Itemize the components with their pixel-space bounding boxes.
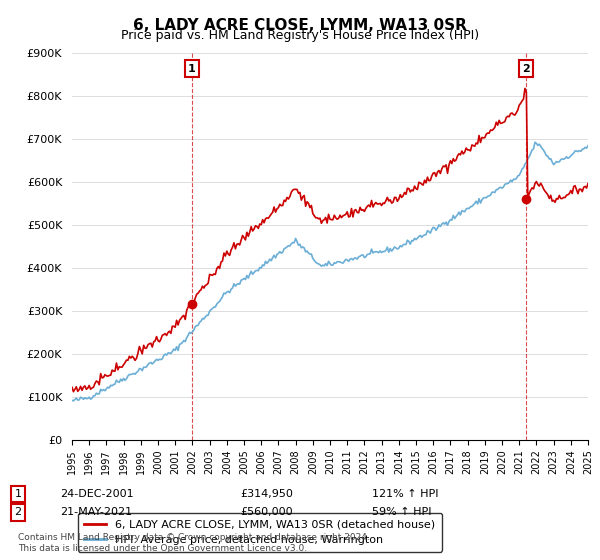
Text: 1: 1 bbox=[188, 64, 196, 74]
Text: 24-DEC-2001: 24-DEC-2001 bbox=[60, 489, 134, 499]
Text: 6, LADY ACRE CLOSE, LYMM, WA13 0SR: 6, LADY ACRE CLOSE, LYMM, WA13 0SR bbox=[133, 18, 467, 33]
Text: This data is licensed under the Open Government Licence v3.0.: This data is licensed under the Open Gov… bbox=[18, 544, 307, 553]
Text: 1: 1 bbox=[14, 489, 22, 499]
Text: 2: 2 bbox=[522, 64, 530, 74]
Text: 21-MAY-2021: 21-MAY-2021 bbox=[60, 507, 132, 517]
Text: £560,000: £560,000 bbox=[240, 507, 293, 517]
Text: 59% ↑ HPI: 59% ↑ HPI bbox=[372, 507, 431, 517]
Text: £314,950: £314,950 bbox=[240, 489, 293, 499]
Text: Price paid vs. HM Land Registry's House Price Index (HPI): Price paid vs. HM Land Registry's House … bbox=[121, 29, 479, 42]
Text: Contains HM Land Registry data © Crown copyright and database right 2024.: Contains HM Land Registry data © Crown c… bbox=[18, 533, 370, 542]
Text: 121% ↑ HPI: 121% ↑ HPI bbox=[372, 489, 439, 499]
Legend: 6, LADY ACRE CLOSE, LYMM, WA13 0SR (detached house), HPI: Average price, detache: 6, LADY ACRE CLOSE, LYMM, WA13 0SR (deta… bbox=[77, 513, 442, 552]
Text: 2: 2 bbox=[14, 507, 22, 517]
